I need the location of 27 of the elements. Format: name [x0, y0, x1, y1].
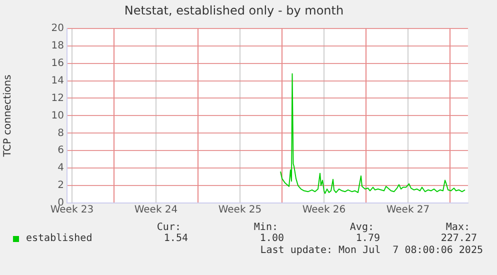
y-tick-label: 18 [51, 40, 64, 52]
text: Avg: [350, 222, 374, 234]
y-tick-label: 12 [51, 92, 64, 104]
x-tick-label: Week 26 [302, 204, 346, 216]
x-tick-label: Week 27 [386, 204, 430, 216]
text: Min: [254, 222, 278, 234]
text: 1.54 [164, 233, 188, 245]
y-tick-label: 14 [51, 75, 64, 86]
text: Last update: Mon Jul 7 08:00:06 2025 [260, 245, 483, 257]
y-tick-label: 8 [58, 128, 64, 139]
y-axis-title: TCP connections [2, 74, 14, 158]
y-tick-label: 20 [51, 22, 64, 34]
x-tick-label: Week 23 [50, 204, 94, 216]
y-tick-label: 16 [51, 58, 64, 69]
text: 1.79 [356, 233, 380, 245]
chart-title: Netstat, established only - by month [124, 3, 344, 18]
y-tick-label: 2 [58, 180, 64, 192]
legend-label: established [26, 233, 92, 245]
y-tick-label: 4 [58, 162, 64, 174]
text: Max: [446, 222, 470, 234]
x-tick-label: Week 24 [134, 204, 178, 216]
x-tick-label: Week 25 [218, 204, 262, 216]
y-tick-label: 6 [58, 145, 64, 156]
text: Cur: [156, 222, 181, 234]
text: 227.27 [440, 233, 477, 245]
y-tick-label: 10 [51, 110, 64, 122]
text: 1.00 [260, 233, 284, 245]
